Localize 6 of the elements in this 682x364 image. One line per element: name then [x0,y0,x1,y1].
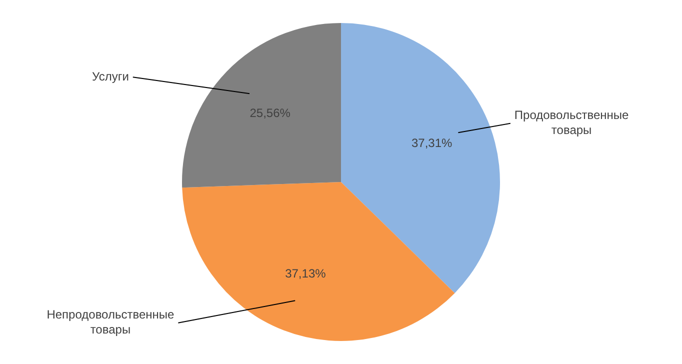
data-label: 37,13% [285,266,326,280]
data-label: 37,31% [412,136,453,150]
slice-label: Непродовольственные товары [46,308,175,337]
slice-label: Услуги [92,69,129,84]
slice-label: Продовольственные товары [514,108,629,138]
data-label: 25,56% [250,106,291,120]
